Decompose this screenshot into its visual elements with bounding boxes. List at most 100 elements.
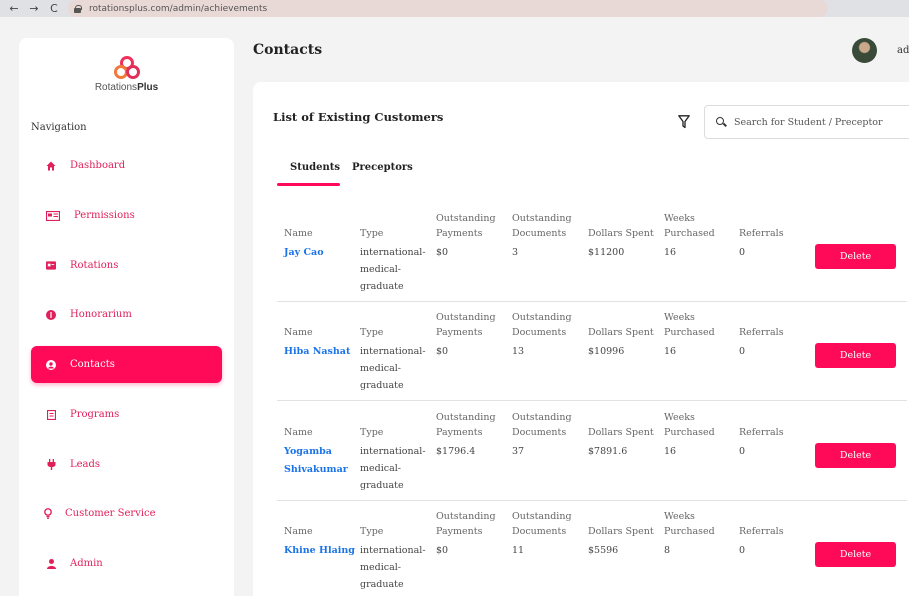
active-tab-indicator	[277, 183, 340, 186]
customer-type: international-	[360, 446, 426, 457]
column-header-dollars-spent: Dollars Spent	[588, 228, 654, 239]
honorarium-icon	[46, 309, 56, 320]
filter-icon[interactable]	[678, 115, 690, 129]
delete-button[interactable]: Delete	[815, 542, 896, 567]
customers-card: List of Existing Customers Students Prec…	[253, 82, 909, 596]
outstanding-payments-value: $1796.4	[436, 446, 476, 457]
sidebar-item-honorarium[interactable]: Honorarium	[31, 296, 222, 333]
outstanding-documents-value: 3	[512, 247, 519, 258]
logo[interactable]: RotationsPlus	[19, 56, 234, 93]
table-row: Name Type Outstanding Payments Outstanding Do…	[277, 501, 907, 596]
back-icon[interactable]: ←	[9, 2, 19, 15]
forward-icon[interactable]: →	[29, 2, 39, 15]
sidebar-item-programs[interactable]: Programs	[31, 396, 222, 433]
sidebar-item-admin[interactable]: Admin	[31, 545, 222, 582]
customer-type: graduate	[360, 281, 404, 292]
search-input[interactable]	[734, 116, 909, 128]
customer-type: graduate	[360, 480, 404, 491]
search-icon	[716, 117, 726, 127]
weeks-purchased-value: 16	[664, 247, 677, 258]
customer-name-link[interactable]: Khine Hlaing	[284, 545, 355, 556]
sidebar-item-contacts[interactable]: Contacts	[31, 346, 222, 383]
sidebar-item-label: Dashboard	[70, 160, 126, 171]
column-header-outstanding-documents: Documents	[512, 327, 567, 338]
customer-type: international-	[360, 346, 426, 357]
column-header-weeks-purchased: Weeks	[664, 511, 695, 522]
url-text: rotationsplus.com/admin/achievements	[89, 3, 268, 14]
delete-button[interactable]: Delete	[815, 443, 896, 468]
column-header-outstanding-payments: Outstanding	[436, 511, 496, 522]
customer-type: medical-	[360, 463, 401, 474]
customer-type: medical-	[360, 264, 401, 275]
customer-type: graduate	[360, 380, 404, 391]
column-header-type: Type	[360, 526, 384, 537]
user-name[interactable]: adr	[897, 45, 909, 56]
avatar[interactable]	[852, 38, 877, 63]
column-header-outstanding-payments: Outstanding	[436, 412, 496, 423]
column-header-outstanding-documents: Outstanding	[512, 412, 572, 423]
dollars-spent-value: $7891.6	[588, 446, 628, 457]
delete-button[interactable]: Delete	[815, 343, 896, 368]
sidebar-item-rotations[interactable]: Rotations	[31, 247, 222, 284]
sidebar-item-permissions[interactable]: Permissions	[31, 197, 222, 234]
customer-name-link[interactable]: Hiba Nashat	[284, 346, 351, 357]
referrals-value: 0	[739, 545, 746, 556]
weeks-purchased-value: 16	[664, 346, 677, 357]
dollars-spent-value: $10996	[588, 346, 625, 357]
rotations-icon	[46, 261, 56, 271]
table-row: Name Type Outstanding Payments Outstanding Do…	[277, 402, 907, 501]
column-header-weeks-purchased: Weeks	[664, 412, 695, 423]
address-bar[interactable]: rotationsplus.com/admin/achievements	[68, 0, 828, 17]
column-header-name: Name	[284, 327, 313, 338]
column-header-outstanding-documents: Outstanding	[512, 213, 572, 224]
contacts-icon	[46, 359, 56, 370]
leads-icon	[46, 459, 56, 470]
permissions-icon	[46, 210, 60, 221]
customer-name-link[interactable]: Jay Cao	[284, 247, 324, 258]
reload-icon[interactable]: C	[50, 2, 58, 15]
customer-service-icon	[43, 508, 53, 519]
column-header-type: Type	[360, 327, 384, 338]
programs-icon	[46, 409, 56, 420]
column-header-outstanding-documents: Documents	[512, 526, 567, 537]
column-header-weeks-purchased: Purchased	[664, 427, 715, 438]
column-header-name: Name	[284, 526, 313, 537]
nav-heading: Navigation	[31, 122, 87, 133]
home-icon	[46, 161, 56, 171]
delete-button[interactable]: Delete	[815, 244, 896, 269]
column-header-dollars-spent: Dollars Spent	[588, 327, 654, 338]
sidebar-item-label: Programs	[70, 409, 120, 420]
sidebar-item-leads[interactable]: Leads	[31, 446, 222, 483]
column-header-dollars-spent: Dollars Spent	[588, 526, 654, 537]
column-header-outstanding-documents: Outstanding	[512, 312, 572, 323]
table-row: Name Type Outstanding Payments Outstanding Do…	[277, 203, 907, 302]
column-header-outstanding-payments: Payments	[436, 228, 483, 239]
column-header-weeks-purchased: Weeks	[664, 213, 695, 224]
customer-name-link[interactable]: Shivakumar	[284, 464, 348, 475]
sidebar-item-label: Admin	[70, 558, 103, 569]
tab-students[interactable]: Students	[290, 162, 340, 173]
sidebar-item-customer-service[interactable]: Customer Service	[31, 495, 222, 532]
customer-type: international-	[360, 247, 426, 258]
referrals-value: 0	[739, 446, 746, 457]
column-header-weeks-purchased: Purchased	[664, 327, 715, 338]
search-box	[704, 105, 909, 139]
column-header-weeks-purchased: Purchased	[664, 526, 715, 537]
sidebar: RotationsPlus Navigation Dashboard Permi…	[19, 38, 234, 596]
customer-name-link[interactable]: Yogamba	[284, 446, 332, 457]
outstanding-documents-value: 13	[512, 346, 525, 357]
sidebar-item-dashboard[interactable]: Dashboard	[31, 147, 222, 184]
column-header-dollars-spent: Dollars Spent	[588, 427, 654, 438]
logo-mark-icon	[113, 56, 140, 80]
tab-preceptors[interactable]: Preceptors	[352, 162, 413, 173]
outstanding-documents-value: 11	[512, 545, 525, 556]
sidebar-item-label: Rotations	[70, 260, 119, 271]
sidebar-item-label: Leads	[70, 459, 101, 470]
lock-icon	[74, 4, 82, 13]
referrals-value: 0	[739, 346, 746, 357]
column-header-outstanding-payments: Payments	[436, 526, 483, 537]
column-header-name: Name	[284, 228, 313, 239]
browser-toolbar: ← → C rotationsplus.com/admin/achievemen…	[0, 0, 909, 17]
outstanding-documents-value: 37	[512, 446, 525, 457]
sidebar-item-label: Customer Service	[65, 508, 156, 519]
